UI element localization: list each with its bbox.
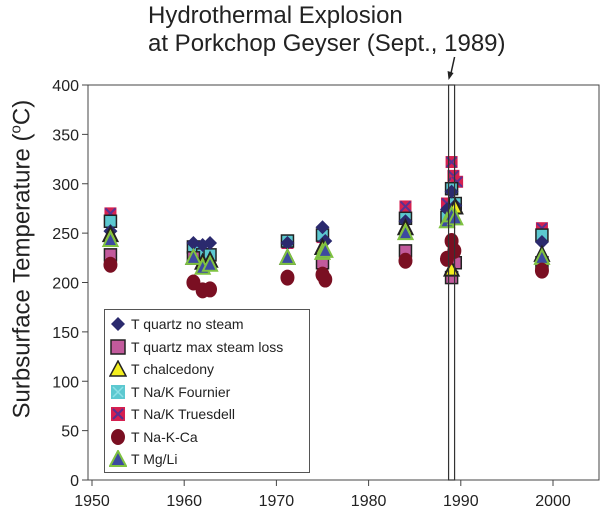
legend-item: T quartz max steam loss (109, 336, 283, 358)
legend-label: T Na/K Truesdell (131, 406, 236, 422)
y-tick-label: 250 (52, 226, 79, 243)
y-tick-label: 300 (52, 177, 79, 194)
legend-item: T Mg/Li (109, 448, 177, 470)
axes: 0 50 100 150 200 250 300 350 400 1950 1960 1970 1980… (52, 78, 600, 510)
legend-item: T Na/K Fournier (109, 381, 230, 403)
legend-label: T quartz max steam loss (131, 338, 284, 355)
legend-item: T Na/K Truesdell (109, 403, 235, 425)
y-tick-label: 50 (61, 424, 79, 441)
legend-label: T Na/K Fournier (131, 383, 231, 400)
legend-marker-icon (109, 450, 127, 467)
legend-item: T Na-K-Ca (109, 426, 198, 448)
annotation-line1: Hydrothermal Explosion (148, 2, 403, 29)
x-tick-label: 1970 (259, 493, 295, 510)
y-tick-label: 200 (52, 276, 79, 293)
y-tick-label: 0 (70, 473, 79, 490)
x-tick-label: 1980 (351, 493, 387, 510)
series-t-quartz-no-steam (103, 184, 549, 252)
y-tick-label: 100 (52, 374, 79, 391)
legend-item: T chalcedony (109, 358, 214, 380)
y-tick-label: 350 (52, 127, 79, 144)
legend-marker-icon (109, 360, 127, 377)
x-tick-label: 1990 (443, 493, 479, 510)
legend-label: T Mg/Li (131, 451, 178, 467)
y-tick-label: 400 (52, 78, 79, 95)
x-tick-label: 1960 (166, 493, 202, 510)
legend-marker-icon (111, 384, 125, 399)
legend: T quartz no steam T quartz max steam loss… (104, 309, 310, 473)
event-marker (447, 56, 456, 481)
legend-label: T quartz no steam (131, 316, 244, 332)
annotation-line2: at Porkchop Geyser (Sept., 1989) (148, 30, 506, 57)
legend-marker-icon (110, 338, 126, 355)
data-points (101, 156, 551, 299)
x-tick-label: 1950 (74, 493, 110, 510)
legend-marker-icon (111, 407, 125, 421)
legend-label: T chalcedony (131, 361, 215, 377)
legend-marker-icon (111, 428, 125, 445)
y-tick-label: 150 (52, 325, 79, 342)
legend-label: T Na-K-Ca (131, 428, 198, 445)
x-tick-label: 2000 (535, 493, 571, 510)
legend-marker-icon (111, 317, 125, 331)
legend-item: T quartz no steam (109, 313, 244, 335)
